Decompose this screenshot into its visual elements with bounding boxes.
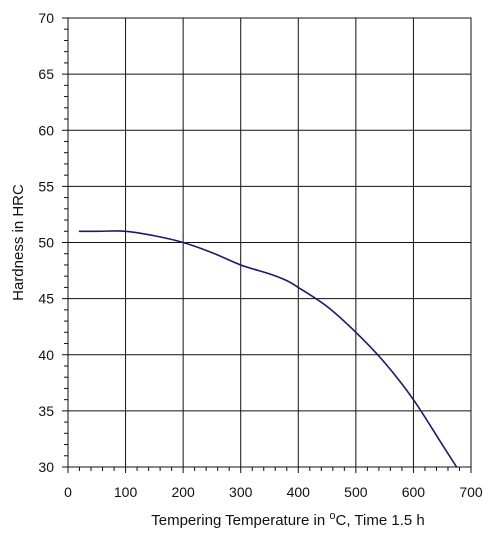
y-tick-label: 55 (38, 178, 54, 194)
gridlines (68, 18, 471, 467)
series-line-hardness (78, 230, 458, 468)
y-tick-label: 50 (38, 235, 54, 251)
y-tick-label: 40 (38, 347, 54, 363)
y-tick-label: 35 (38, 403, 54, 419)
x-tick-label: 700 (459, 484, 483, 500)
y-tick-label: 70 (38, 10, 54, 26)
y-tick-label: 45 (38, 291, 54, 307)
y-tick-label: 30 (38, 459, 54, 475)
minor-ticks (62, 17, 472, 473)
x-tick-label: 500 (344, 484, 368, 500)
y-axis-label: Hardness in HRC (10, 184, 27, 301)
x-axis-label-suffix: C, Time 1.5 h (336, 512, 425, 529)
x-tick-label: 400 (287, 484, 311, 500)
plot-frame (67, 17, 472, 468)
series-layer (78, 230, 458, 468)
x-tick-labels: 0 100 200 300 400 500 600 700 (64, 484, 483, 500)
x-tick-label: 300 (229, 484, 253, 500)
x-tick-label: 0 (64, 484, 72, 500)
x-axis-label-superscript: o (329, 510, 335, 522)
y-tick-label: 65 (38, 66, 54, 82)
y-tick-labels: 30 35 40 45 50 55 60 65 70 (38, 10, 54, 475)
x-tick-label: 200 (171, 484, 195, 500)
x-axis-label-prefix: Tempering Temperature in (151, 512, 329, 529)
x-axis-label: Tempering Temperature in oC, Time 1.5 h (151, 510, 424, 529)
y-tick-label: 60 (38, 122, 54, 138)
x-tick-label: 600 (402, 484, 426, 500)
x-tick-label: 100 (114, 484, 138, 500)
